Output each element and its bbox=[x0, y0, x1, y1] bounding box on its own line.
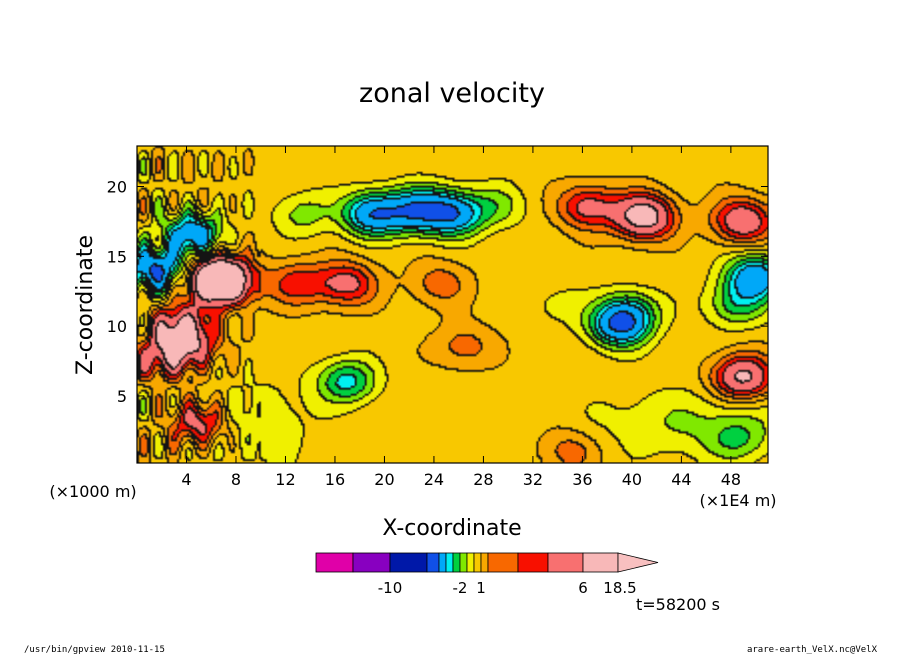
colorbar-swatch bbox=[389, 552, 428, 573]
colorbar bbox=[315, 552, 659, 573]
colorbar-tick-label: 6 bbox=[578, 579, 588, 597]
x-tick-label: 40 bbox=[622, 470, 642, 489]
x-tick-label: 48 bbox=[721, 470, 741, 489]
footer-right: arare-earth_VelX.nc@VelX bbox=[747, 645, 878, 654]
colorbar-swatch bbox=[473, 552, 482, 573]
y-tick-label: 15 bbox=[107, 247, 127, 266]
x-tick-label: 28 bbox=[473, 470, 493, 489]
colorbar-tick-label: 1 bbox=[476, 579, 486, 597]
y-tick-label: 20 bbox=[107, 177, 127, 196]
x-tick-label: 24 bbox=[424, 470, 444, 489]
y-tick-label: 10 bbox=[107, 317, 127, 336]
x-tick-label: 12 bbox=[275, 470, 295, 489]
x-tick-label: 36 bbox=[572, 470, 592, 489]
x-tick-label: 44 bbox=[671, 470, 691, 489]
velocity-field bbox=[137, 146, 768, 463]
y-axis-label: Z-coordinate bbox=[73, 235, 98, 375]
x-tick-label: 8 bbox=[231, 470, 241, 489]
x-axis-label: X-coordinate bbox=[382, 516, 521, 541]
colorbar-swatch bbox=[547, 552, 584, 573]
colorbar-tick-label: -10 bbox=[378, 579, 403, 597]
x-axis: 4 8 12 16 20 24 28 32 36 40 44 48 bbox=[181, 146, 741, 489]
colorbar-swatch bbox=[459, 552, 468, 573]
colorbar-arrow bbox=[617, 552, 659, 573]
y-axis: 5 10 15 20 bbox=[107, 177, 768, 406]
colorbar-tick-label: -2 bbox=[453, 579, 468, 597]
colorbar-ticks: -10 -2 1 6 18.5 bbox=[378, 579, 637, 597]
chart-title: zonal velocity bbox=[359, 78, 545, 109]
x-axis-unit-left: (×1000 m) bbox=[49, 482, 136, 501]
x-tick-label: 4 bbox=[181, 470, 191, 489]
plot-frame bbox=[136, 145, 769, 464]
x-tick-label: 32 bbox=[523, 470, 543, 489]
colorbar-swatch bbox=[438, 552, 447, 573]
colorbar-swatch bbox=[445, 552, 454, 573]
colorbar-swatch bbox=[315, 552, 354, 573]
colorbar-swatch bbox=[426, 552, 440, 573]
colorbar-swatch bbox=[352, 552, 391, 573]
colorbar-swatch bbox=[582, 552, 619, 573]
colorbar-swatch bbox=[480, 552, 489, 573]
time-label: t=58200 s bbox=[636, 595, 720, 614]
colorbar-swatch bbox=[452, 552, 461, 573]
colorbar-swatch bbox=[487, 552, 519, 573]
y-tick-label: 5 bbox=[117, 387, 127, 406]
colorbar-swatch bbox=[517, 552, 549, 573]
x-tick-label: 16 bbox=[325, 470, 345, 489]
colorbar-swatch bbox=[466, 552, 475, 573]
x-tick-label: 20 bbox=[374, 470, 394, 489]
x-axis-unit-right: (×1E4 m) bbox=[699, 491, 776, 510]
footer-left: /usr/bin/gpview 2010-11-15 bbox=[24, 645, 165, 654]
colorbar-tick-label: 18.5 bbox=[603, 579, 636, 597]
